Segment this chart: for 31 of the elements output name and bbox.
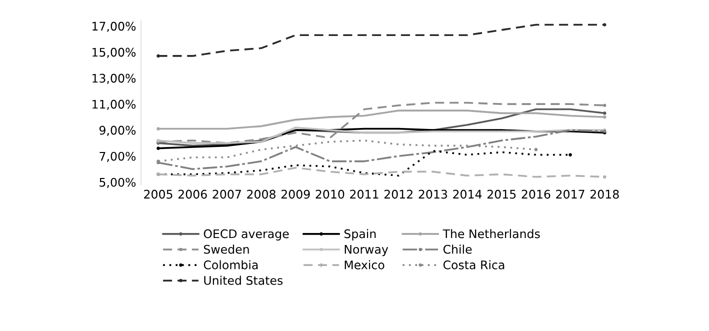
y-tick-label: 9,00%	[99, 126, 136, 136]
x-tick-label: 2018	[590, 190, 619, 199]
x-tick-label: 2013	[418, 190, 448, 199]
y-tick-label: 15,00%	[92, 48, 136, 58]
legend-label: OECD average	[204, 229, 289, 241]
x-tick-label: 2010	[316, 190, 344, 199]
legend-label: Costa Rica	[443, 260, 504, 270]
x-tick-label: 2008	[247, 190, 276, 199]
x-tick-label: 2012	[384, 190, 412, 199]
y-tick-label: 5,00%	[100, 178, 136, 188]
x-tick-label: 2005	[144, 190, 172, 199]
y-tick-label: 17,00%	[92, 22, 136, 32]
legend-label: Mexico	[344, 260, 384, 270]
legend-label: Chile	[443, 244, 472, 254]
y-tick-label: 11,00%	[92, 100, 136, 110]
y-tick-label: 13,00%	[92, 74, 136, 84]
x-tick-label: 2006	[178, 190, 207, 199]
x-tick-label: 2016	[522, 190, 550, 199]
legend-label: Sweden	[204, 244, 249, 254]
x-tick-label: 2014	[453, 190, 482, 199]
x-tick-label: 2007	[212, 190, 241, 199]
legend-label: Colombia	[204, 260, 258, 270]
legend-label: The Netherlands	[442, 229, 540, 238]
legend-label: United States	[204, 276, 283, 285]
x-tick-label: 2011	[350, 190, 378, 199]
legend-label: Norway	[344, 245, 388, 256]
x-tick-label: 2009	[281, 190, 310, 199]
x-tick-label: 2015	[487, 190, 516, 199]
legend-label: Spain	[344, 229, 376, 241]
x-tick-label: 2017	[556, 190, 584, 199]
y-tick-label: 7,00%	[100, 152, 136, 162]
